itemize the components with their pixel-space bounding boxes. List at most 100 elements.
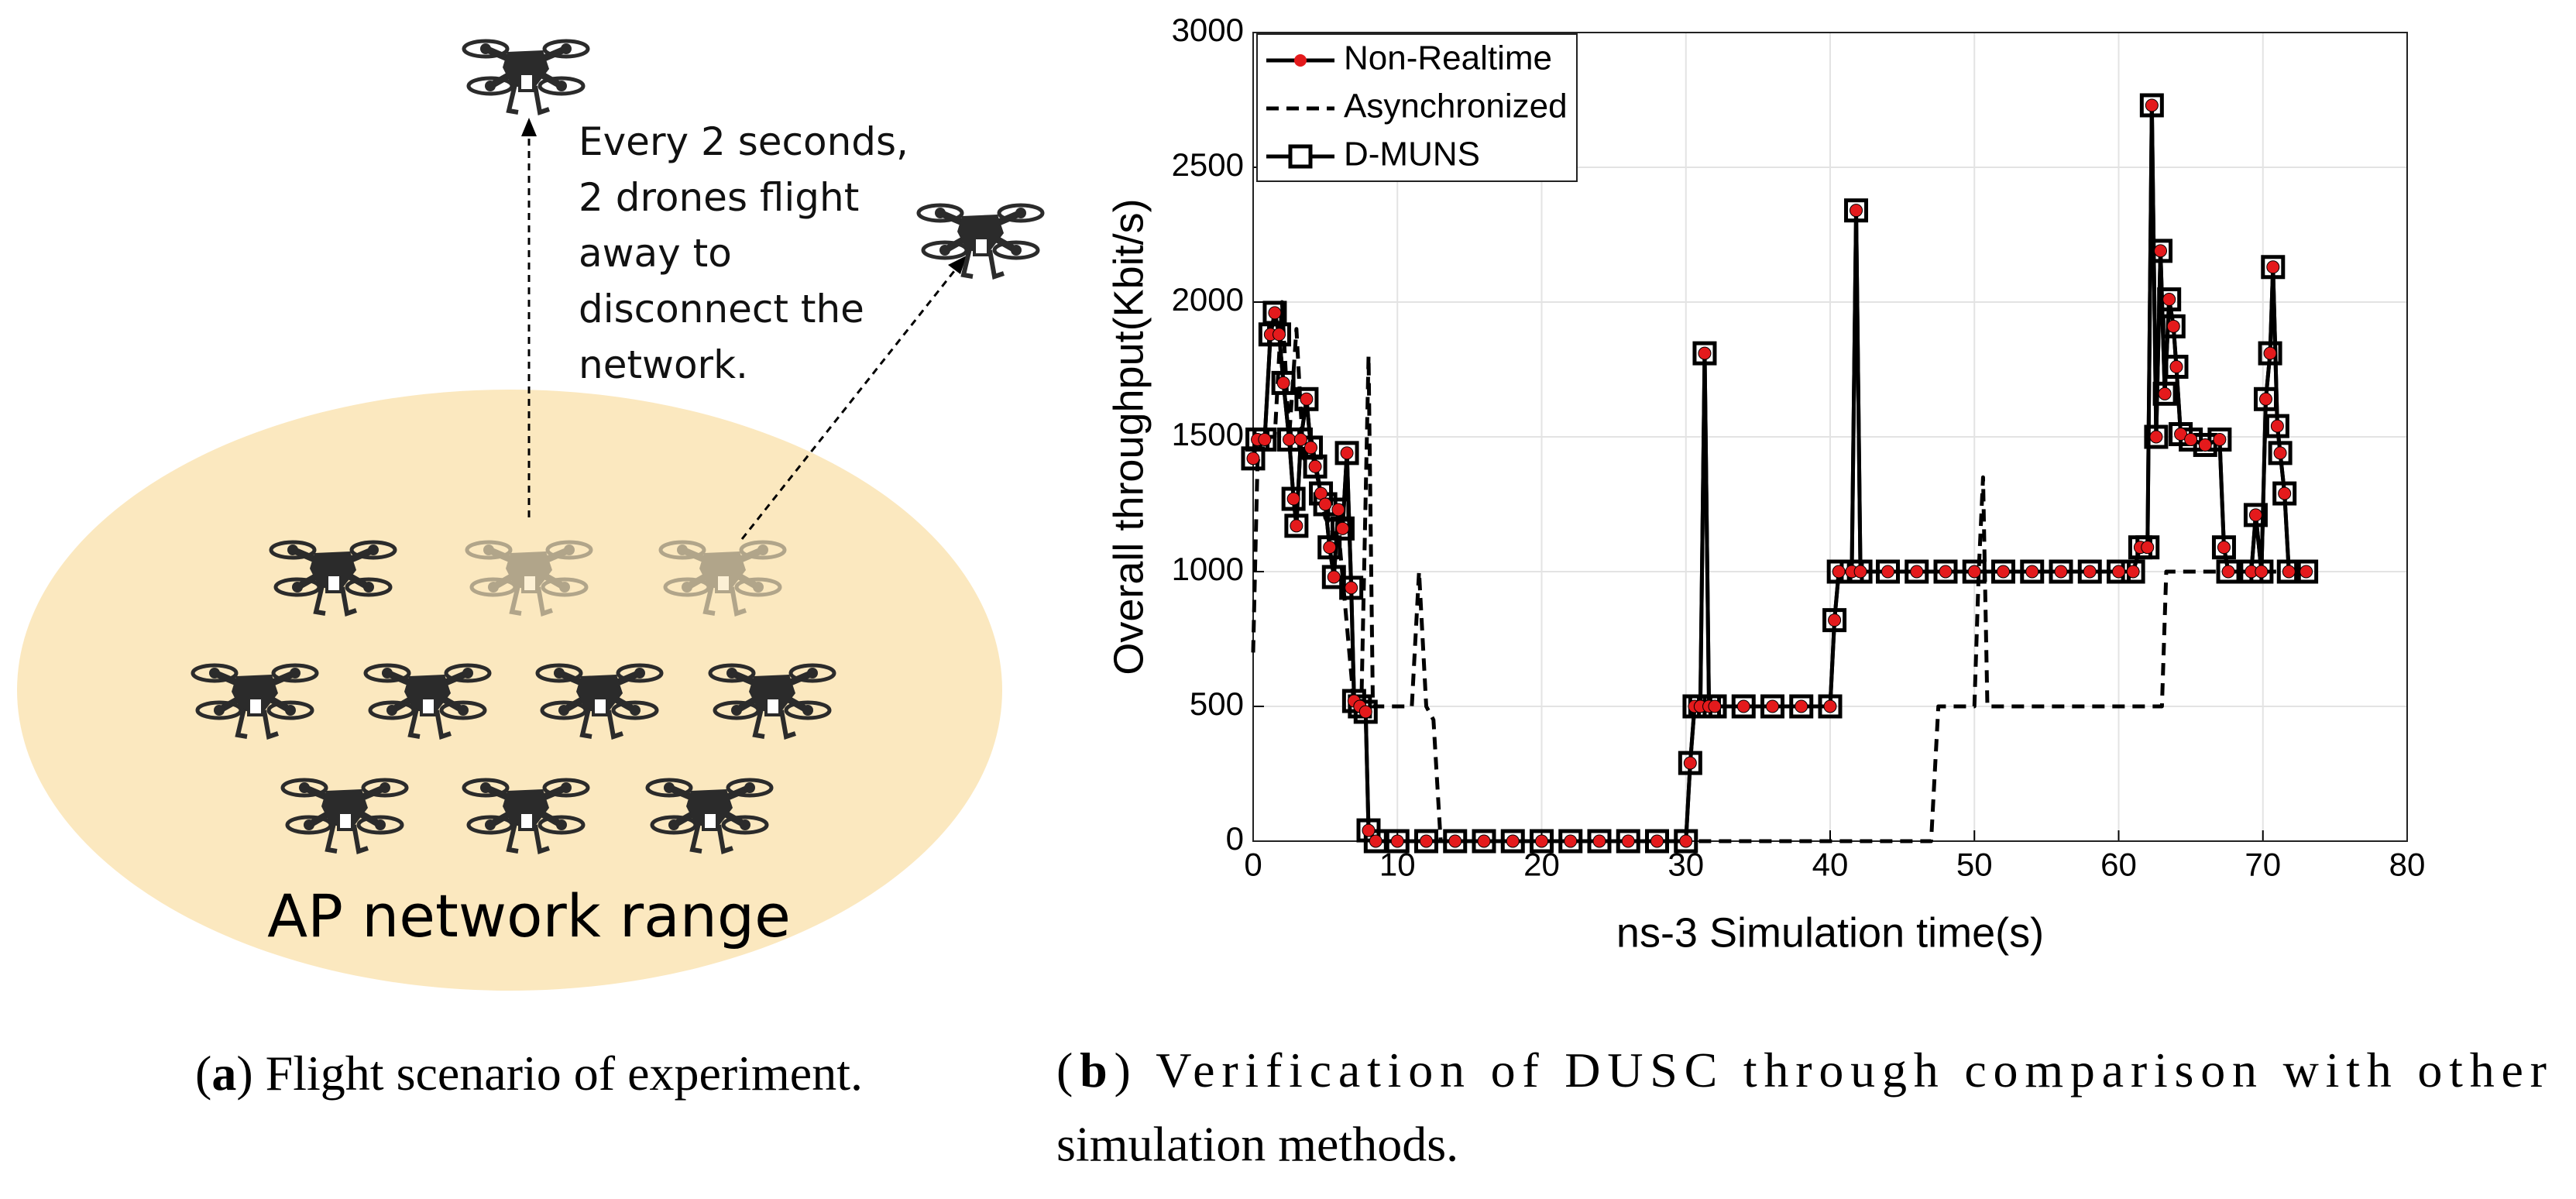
drone-hub [292, 582, 303, 593]
drone [462, 39, 590, 115]
drone-rotor [538, 76, 586, 96]
square-marker [2216, 559, 2241, 584]
dot-marker [1850, 204, 1863, 218]
x-tick-label: 40 [1812, 846, 1849, 882]
dot-marker [2054, 565, 2068, 579]
dot-marker [1683, 756, 1697, 770]
dot-marker [1390, 834, 1404, 848]
square-marker [1905, 559, 1929, 584]
dot-marker [1327, 570, 1341, 584]
square-marker [2265, 414, 2289, 438]
dot-marker [2282, 565, 2296, 579]
drone-rotor [363, 663, 411, 683]
dot-marker [1506, 834, 1520, 848]
x-tick-label: 70 [2245, 846, 2281, 882]
dot-marker [1318, 497, 1332, 511]
drone-rotor [542, 778, 590, 798]
dot-marker [2221, 565, 2235, 579]
drone-hub [375, 819, 386, 830]
drone-camera [247, 696, 264, 716]
x-axis-label: ns-3 Simulation time(s) [1616, 909, 2044, 956]
drone-rotor [997, 203, 1045, 223]
drone-arm [721, 546, 764, 571]
square-marker [1876, 559, 1900, 584]
dot-marker [1448, 834, 1462, 848]
drone-body [506, 551, 552, 590]
drone-rotor [356, 815, 404, 835]
drone [708, 663, 836, 740]
dot-marker [2162, 293, 2176, 307]
y-tick-label: 0 [1226, 820, 1244, 857]
y-tick-label: 1000 [1172, 551, 1244, 587]
square-marker [1284, 514, 1309, 538]
drone-rotor [191, 663, 239, 683]
drone-camera [337, 811, 354, 831]
drone-rotor [542, 39, 590, 59]
drone-hub [287, 545, 298, 555]
square-marker [2139, 93, 2164, 118]
drone [191, 663, 319, 740]
square-marker [1818, 694, 1843, 719]
drone-body [699, 551, 746, 590]
square-marker [2164, 355, 2189, 380]
drone-hub [285, 705, 296, 716]
drone-rotor [788, 663, 836, 683]
drone-leg [340, 586, 357, 617]
legend-label: Non-Realtime [1344, 40, 1552, 77]
drone-leg [313, 585, 326, 616]
drone-rotor [545, 540, 593, 560]
drone-hub [564, 545, 575, 555]
x-tick-label: 80 [2389, 846, 2426, 882]
drone-leg [506, 823, 519, 854]
caption-a: (a) Flight scenario of experiment. [195, 1046, 863, 1101]
drone-hub [634, 668, 645, 679]
network-range [17, 390, 1002, 991]
square-marker [1692, 341, 1717, 366]
drone-rotor [721, 815, 769, 835]
drone-hub [630, 705, 641, 716]
square-marker [1530, 829, 1554, 854]
drone-hub [753, 582, 764, 593]
square-marker [1731, 694, 1756, 719]
drone-hub [462, 668, 473, 679]
drone-rotor [726, 778, 774, 798]
dot-marker [2083, 565, 2097, 579]
square-marker [1587, 829, 1612, 854]
drone-camera [592, 696, 609, 716]
dot-marker [1564, 834, 1578, 848]
square-marker [2253, 386, 2278, 411]
drone-hub [209, 668, 220, 679]
y-tick-label: 1500 [1172, 416, 1244, 452]
square-marker [1822, 608, 1847, 633]
dot-marker [1335, 521, 1349, 535]
dot-marker [1246, 452, 1260, 466]
dot-marker [1290, 519, 1303, 533]
dot-marker [2145, 98, 2159, 112]
square-marker [1281, 486, 1306, 511]
drone-hub [368, 545, 379, 555]
dot-marker [1283, 432, 1297, 446]
square-marker [1760, 694, 1784, 719]
drone-leg [987, 249, 1005, 280]
drone [462, 778, 590, 854]
drone-rotor [535, 663, 583, 683]
dot-marker [2112, 565, 2125, 579]
drone-hub [480, 782, 491, 793]
drone-rotor [280, 778, 328, 798]
legend-label: D-MUNS [1344, 136, 1480, 173]
drone [645, 778, 774, 854]
dot-marker [1910, 565, 1924, 579]
drone-leg [960, 248, 974, 279]
dot-marker [1698, 346, 1712, 360]
square-marker [1334, 441, 1359, 466]
square-marker [2152, 381, 2177, 406]
drone-hub [757, 545, 768, 555]
arrow-head [948, 256, 967, 274]
drone-rotor [784, 700, 832, 720]
dot-marker [1420, 834, 1433, 848]
drone-hub [664, 782, 675, 793]
drone-hub [382, 668, 393, 679]
drone-hub [1015, 208, 1026, 218]
drone-body [321, 789, 368, 828]
